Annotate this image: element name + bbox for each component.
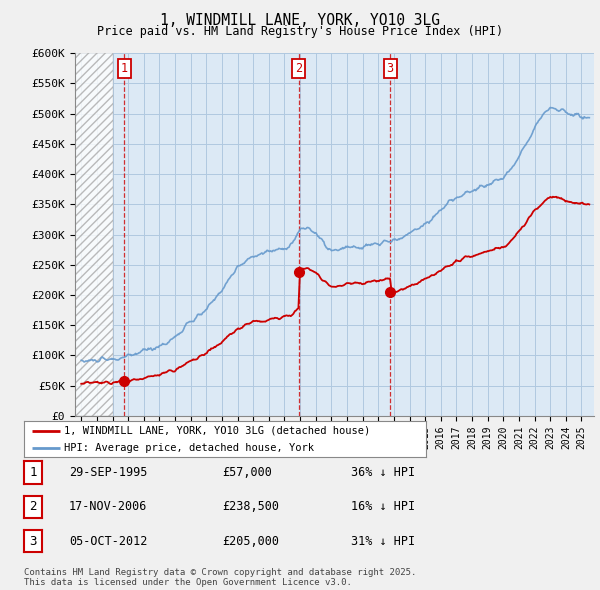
Text: 1, WINDMILL LANE, YORK, YO10 3LG: 1, WINDMILL LANE, YORK, YO10 3LG <box>160 13 440 28</box>
Text: 3: 3 <box>29 535 37 548</box>
Text: £238,500: £238,500 <box>222 500 279 513</box>
Text: 29-SEP-1995: 29-SEP-1995 <box>69 466 148 479</box>
Text: 1: 1 <box>29 466 37 479</box>
Text: 05-OCT-2012: 05-OCT-2012 <box>69 535 148 548</box>
Text: Price paid vs. HM Land Registry's House Price Index (HPI): Price paid vs. HM Land Registry's House … <box>97 25 503 38</box>
Text: HPI: Average price, detached house, York: HPI: Average price, detached house, York <box>64 443 314 453</box>
Text: £57,000: £57,000 <box>222 466 272 479</box>
Text: 1: 1 <box>121 62 128 75</box>
Text: 1, WINDMILL LANE, YORK, YO10 3LG (detached house): 1, WINDMILL LANE, YORK, YO10 3LG (detach… <box>64 426 370 436</box>
Text: 17-NOV-2006: 17-NOV-2006 <box>69 500 148 513</box>
Text: 2: 2 <box>295 62 302 75</box>
Text: Contains HM Land Registry data © Crown copyright and database right 2025.
This d: Contains HM Land Registry data © Crown c… <box>24 568 416 587</box>
Text: 36% ↓ HPI: 36% ↓ HPI <box>351 466 415 479</box>
Text: 31% ↓ HPI: 31% ↓ HPI <box>351 535 415 548</box>
Text: 16% ↓ HPI: 16% ↓ HPI <box>351 500 415 513</box>
Text: 3: 3 <box>386 62 394 75</box>
Text: 2: 2 <box>29 500 37 513</box>
Text: £205,000: £205,000 <box>222 535 279 548</box>
